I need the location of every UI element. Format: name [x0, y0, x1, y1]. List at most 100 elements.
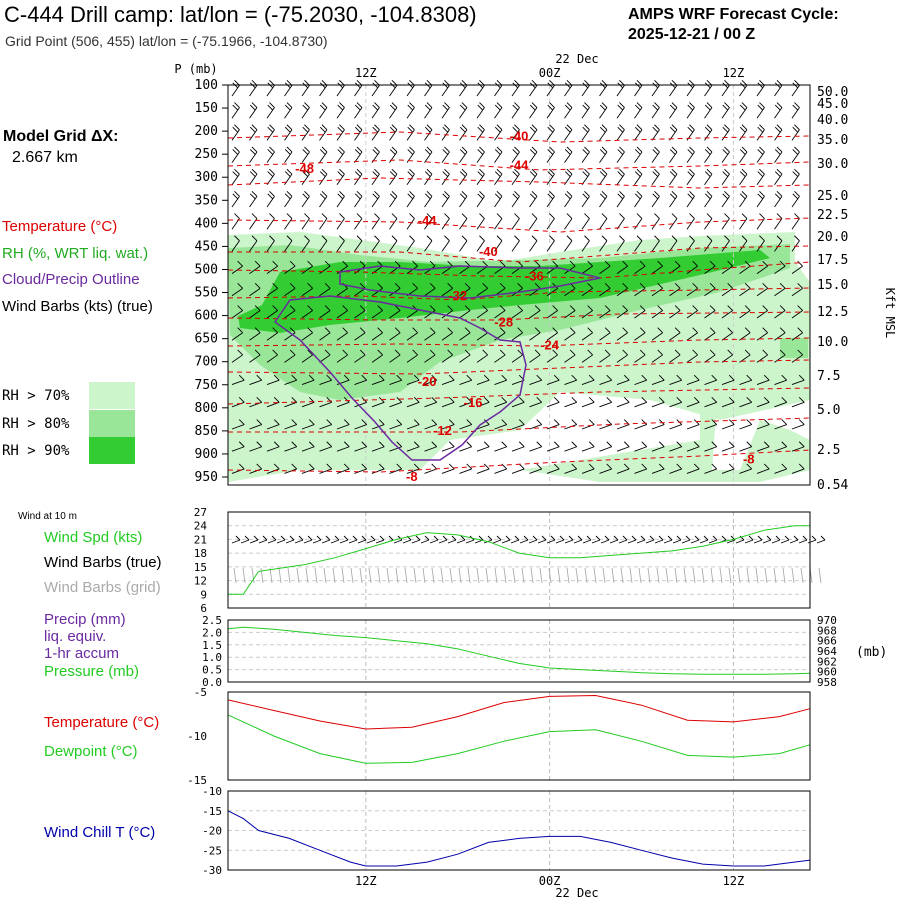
wind-barb-feather: [584, 191, 590, 197]
wind-barb: [739, 107, 748, 119]
kft-tick-label: 22.5: [817, 208, 848, 223]
wind-barb: [424, 310, 436, 319]
wind-barbs-upper-air: [231, 80, 805, 474]
wind-barb: [494, 151, 503, 163]
wind-barb-10m-feather: [415, 535, 421, 541]
wind-barb-grid: [368, 567, 372, 584]
wind-barb: [616, 287, 628, 297]
wind-barb-grid: [287, 567, 291, 584]
wind-barb-10m: [501, 539, 511, 544]
wind-barb-feather: [459, 171, 466, 177]
wind-barb: [669, 468, 682, 474]
isotherm-labels: -40-44-48-44-40-36-32-28-24-20-16-12-8-8: [295, 129, 754, 484]
wind-barb-feather: [706, 124, 713, 131]
pressure-tick-label: 200: [195, 124, 218, 139]
wind-barb-feather: [728, 397, 735, 403]
wind-barb-feather: [669, 171, 676, 177]
wind-barb-feather: [356, 235, 363, 242]
wind-barb: [791, 287, 803, 297]
wind-barb: [511, 85, 520, 97]
wind-barb: [651, 151, 660, 163]
wind-barb-feather: [442, 171, 449, 177]
precip-panel-frame: [227, 619, 811, 683]
isotherm-label: -24: [540, 338, 560, 353]
wind-barb-feather: [741, 235, 748, 242]
wind-barb: [564, 151, 573, 163]
wind-barb-feather: [307, 349, 313, 356]
wind-barb: [756, 107, 765, 119]
wind-barb: [791, 424, 805, 430]
wind-barb-feather: [273, 463, 280, 470]
wind-barb-10m-feather: [559, 535, 565, 541]
wind-barb: [389, 173, 398, 186]
wind-barb-grid: [413, 567, 417, 584]
wind-barb-feather: [426, 235, 433, 242]
wind-barb: [319, 107, 328, 119]
wind-barb-10m: [375, 539, 385, 544]
wind-barb: [721, 107, 730, 119]
wind-barb: [791, 446, 805, 452]
wind-barb: [704, 446, 717, 452]
wind-barb-grid: [764, 567, 768, 584]
wind-barb-grid: [350, 567, 354, 584]
wind-barb: [739, 310, 751, 319]
wind-barb-grid: [719, 567, 723, 584]
wind-barb-feather: [674, 260, 681, 267]
wind-barb-feather: [444, 124, 450, 131]
wind-barb-feather: [324, 305, 331, 311]
wind-barb: [284, 332, 296, 341]
wind-barb: [441, 287, 453, 297]
pressure-tick-label: 960: [817, 666, 837, 679]
cross-section-frame: [227, 84, 811, 486]
isotherm-label: -40: [479, 244, 498, 259]
wind-barb-feather: [321, 102, 328, 108]
wind-barb-feather: [372, 171, 379, 177]
wind-tick-label: 18: [194, 547, 207, 560]
wind-barb: [424, 401, 437, 408]
wind-barb-feather: [464, 305, 471, 311]
wind-barb: [284, 196, 293, 208]
wind-barb-feather: [339, 124, 345, 131]
wind-barb-feather: [553, 374, 560, 381]
wind-barb: [371, 468, 385, 474]
wind-barb-feather: [426, 213, 433, 219]
wind-barb: [336, 85, 345, 97]
wind-barb-grid: [341, 567, 345, 584]
wind-barb-feather: [658, 397, 665, 403]
wind-barb-feather: [251, 168, 258, 175]
wind-barb-feather: [654, 124, 660, 131]
wind-barb: [231, 446, 245, 452]
pressure-tick-label: 962: [817, 655, 837, 668]
wind-barb: [634, 240, 643, 252]
wind-barb-feather: [599, 104, 606, 111]
wind-barb-feather: [394, 327, 401, 334]
wind-barb: [581, 468, 595, 474]
wind-barb-feather: [342, 349, 348, 356]
wind-barb: [581, 332, 593, 341]
wind-barb: [686, 173, 695, 186]
wind-barb-feather: [623, 374, 630, 381]
wind-barb: [319, 240, 328, 252]
wind-barb-feather: [391, 213, 398, 219]
wind-barb-feather: [307, 305, 313, 311]
wind-barb-10m: [438, 539, 448, 544]
wind-barb: [301, 379, 315, 386]
wind-barb-feather: [657, 349, 663, 356]
wind-barb-feather: [359, 349, 366, 356]
wind-barb: [686, 446, 700, 452]
wind-barb: [249, 379, 262, 386]
wind-barb: [424, 107, 433, 119]
wind-barb-feather: [304, 102, 310, 108]
wind-barb: [634, 173, 643, 186]
wind-barb: [406, 446, 420, 452]
wind-barb-10m: [267, 539, 277, 544]
wind-barb-feather: [412, 260, 418, 267]
wind-barb-feather: [409, 235, 415, 242]
wind-barb: [756, 401, 770, 408]
temperature-panel-frame: [227, 691, 811, 781]
wind-barb-feather: [407, 193, 414, 200]
wind-barb-feather: [658, 419, 665, 425]
wind-barb-feather: [566, 213, 573, 219]
wind-barb-feather: [308, 374, 315, 381]
wind-barb: [634, 310, 646, 319]
